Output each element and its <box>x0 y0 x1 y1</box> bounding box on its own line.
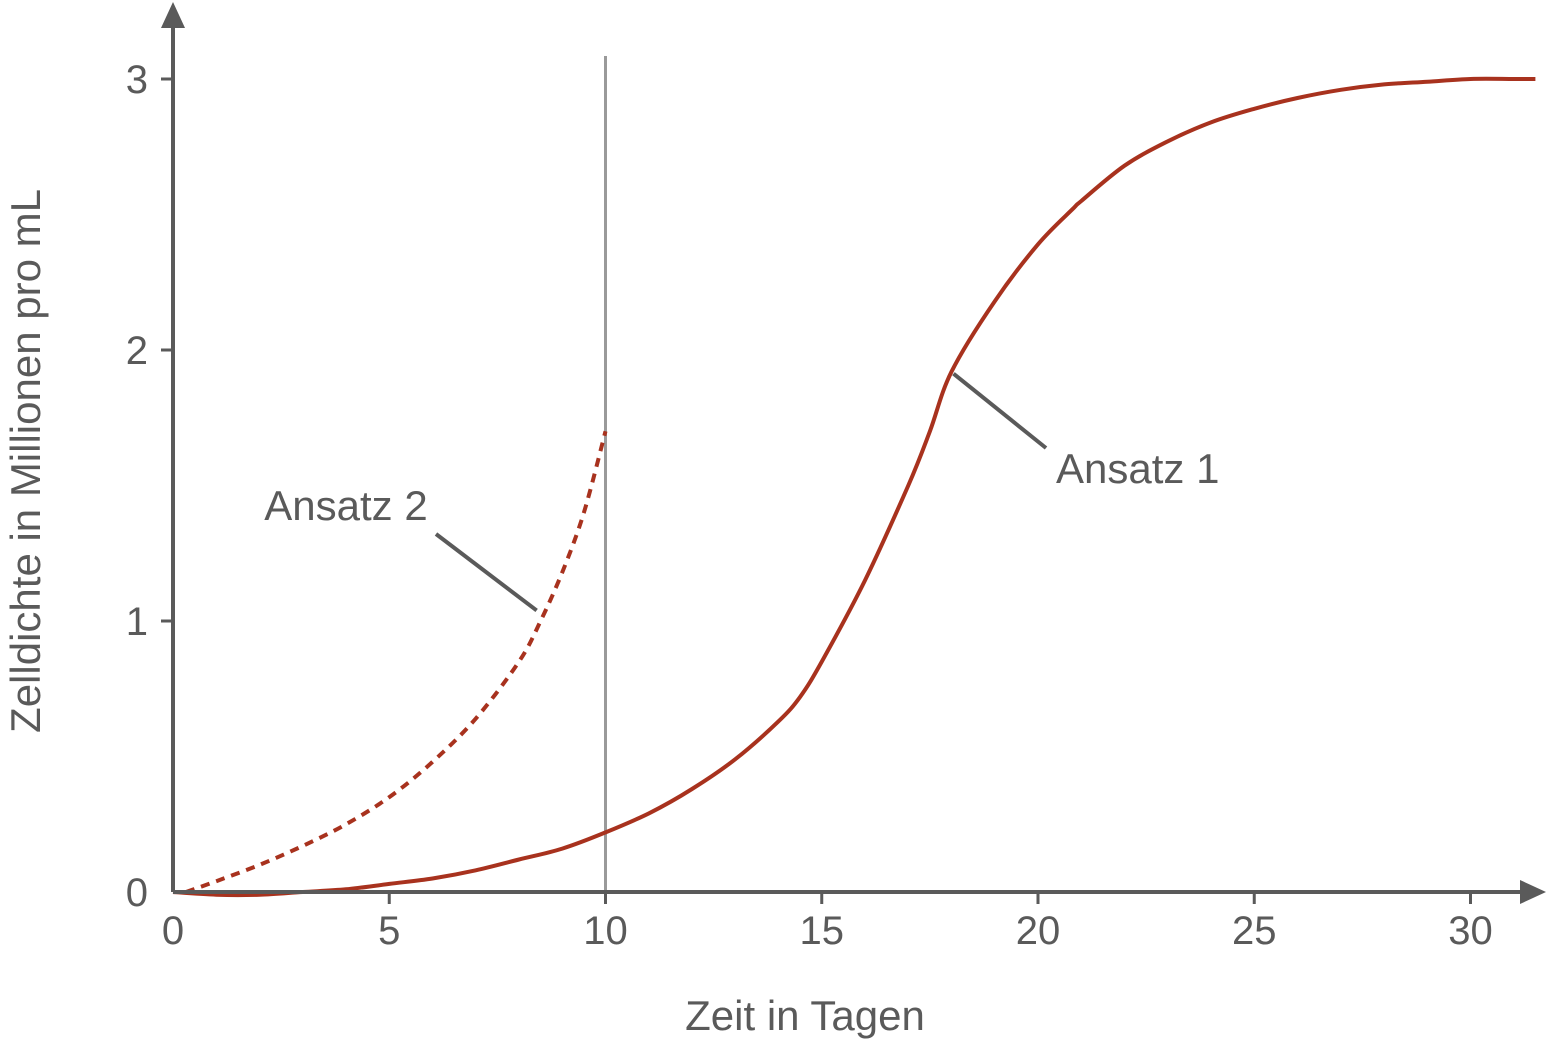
x-tick-label: 20 <box>1016 909 1061 953</box>
annotation-leader-ansatz-2 <box>434 532 538 613</box>
y-tick-label: 2 <box>126 329 148 373</box>
annotations: Ansatz 1 Ansatz 2 <box>264 372 1219 613</box>
x-axis-title: Zeit in Tagen <box>685 992 925 1039</box>
plot-area <box>172 56 1536 898</box>
y-tick-label: 3 <box>126 58 148 102</box>
y-axis-title: Zelldichte in Millionen pro mL <box>2 189 49 733</box>
ticks: 0 5 10 15 20 25 30 0 1 2 3 <box>126 58 1493 953</box>
x-tick-label: 10 <box>583 909 628 953</box>
series-line-ansatz-1 <box>172 76 1536 898</box>
x-tick-label: 15 <box>800 909 845 953</box>
annotation-label-ansatz-1: Ansatz 1 <box>1056 445 1219 492</box>
y-tick-label: 0 <box>126 871 148 915</box>
x-tick-label: 0 <box>162 909 184 953</box>
x-tick-label: 25 <box>1232 909 1277 953</box>
x-axis-arrowhead <box>1520 880 1546 904</box>
x-tick-label: 30 <box>1448 909 1493 953</box>
annotation-leader-ansatz-1 <box>952 372 1048 450</box>
y-axis-arrowhead <box>161 2 185 28</box>
axes <box>161 2 1546 904</box>
y-tick-label: 1 <box>126 600 148 644</box>
annotation-label-ansatz-2: Ansatz 2 <box>264 482 427 529</box>
series-line-ansatz-2 <box>185 430 608 894</box>
x-tick-label: 5 <box>378 909 400 953</box>
